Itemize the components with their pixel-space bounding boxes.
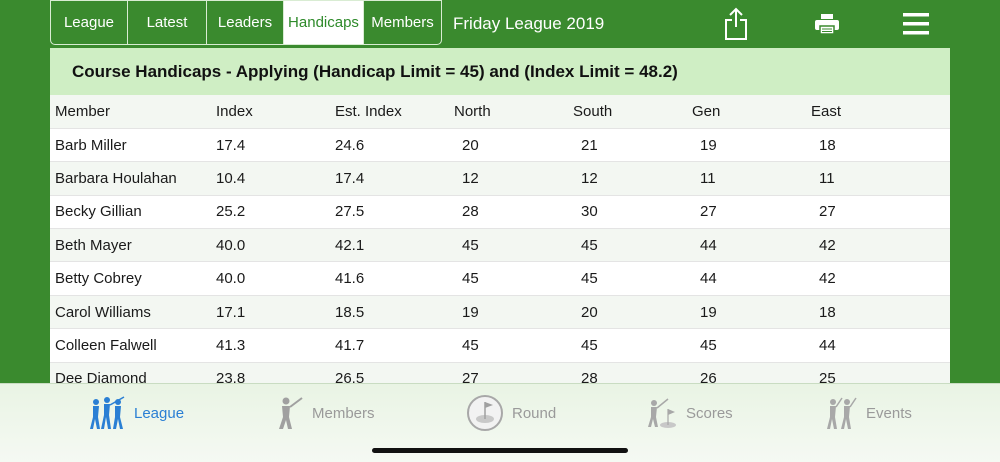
nav-label: Members [312,404,375,422]
member-name-cell: Becky Gillian [50,195,216,230]
value-cell: 17.1 [216,295,335,330]
table-row[interactable]: Barbara Houlahan 10.4 17.4 12 12 11 11 [50,161,950,196]
nav-scores[interactable]: Scores [644,394,733,432]
member-name-cell: Barbara Houlahan [50,161,216,196]
nav-label: Events [866,404,912,422]
value-cell: 45 [454,261,573,296]
scores-icon [648,398,676,428]
tab-latest[interactable]: Latest [128,1,207,44]
value-cell: 27.5 [335,195,454,230]
value-cell: 30 [573,195,692,230]
tab-members[interactable]: Members [371,14,434,31]
member-name-cell: Beth Mayer [50,228,216,263]
column-header[interactable]: South [573,95,692,129]
print-icon[interactable] [812,6,842,42]
value-cell: 11 [811,161,950,196]
value-cell: 25.2 [216,195,335,230]
value-cell: 41.3 [216,328,335,363]
value-cell: 17.4 [216,128,335,163]
tab-handicaps[interactable]: Handicaps [284,1,364,44]
tab-bar: League Latest Leaders Handicaps Members [50,0,442,45]
column-header[interactable]: Member [50,95,216,129]
value-cell: 19 [692,295,811,330]
value-cell: 28 [454,195,573,230]
value-cell: 19 [454,295,573,330]
handicaps-panel: Course Handicaps - Applying (Handicap Li… [50,48,950,388]
table-row[interactable]: Barb Miller 17.4 24.6 20 21 19 18 [50,128,950,163]
value-cell: 12 [454,161,573,196]
value-cell: 27 [692,195,811,230]
table-row[interactable]: Carol Williams 17.1 18.5 19 20 19 18 [50,295,950,330]
value-cell: 44 [692,228,811,263]
member-name-cell: Carol Williams [50,295,216,330]
share-icon[interactable] [722,6,750,42]
value-cell: 40.0 [216,261,335,296]
member-name-cell: Betty Cobrey [50,261,216,296]
golfer-icon [279,397,303,429]
panel-title: Course Handicaps - Applying (Handicap Li… [50,48,950,95]
table-row[interactable]: Betty Cobrey 40.0 41.6 45 45 44 42 [50,261,950,296]
value-cell: 45 [454,328,573,363]
tab-leaders[interactable]: Leaders [207,1,284,44]
value-cell: 10.4 [216,161,335,196]
table-row[interactable]: Colleen Falwell 41.3 41.7 45 45 45 44 [50,328,950,363]
nav-events[interactable]: Events [824,394,912,432]
value-cell: 45 [573,261,692,296]
value-cell: 45 [692,328,811,363]
value-cell: 27 [811,195,950,230]
league-title: Friday League 2019 [453,14,605,33]
value-cell: 42.1 [335,228,454,263]
value-cell: 20 [573,295,692,330]
golfers-icon [90,396,125,429]
value-cell: 20 [454,128,573,163]
menu-icon[interactable] [902,6,930,42]
nav-round[interactable]: Round [466,394,556,432]
value-cell: 42 [811,261,950,296]
value-cell: 11 [692,161,811,196]
golf-hole-icon [467,395,503,431]
value-cell: 44 [811,328,950,363]
member-name-cell: Colleen Falwell [50,328,216,363]
column-header[interactable]: Index [216,95,335,129]
column-header[interactable]: East [811,95,950,129]
value-cell: 19 [692,128,811,163]
value-cell: 45 [573,328,692,363]
value-cell: 17.4 [335,161,454,196]
nav-league[interactable]: League [88,394,184,432]
value-cell: 40.0 [216,228,335,263]
table-row[interactable]: Beth Mayer 40.0 42.1 45 45 44 42 [50,228,950,263]
value-cell: 42 [811,228,950,263]
tab-league[interactable]: League [51,1,128,44]
nav-label: Round [512,404,557,422]
member-name-cell: Barb Miller [50,128,216,163]
column-header[interactable]: North [454,95,573,129]
handicaps-table: Member Index Est. Index North South Gen … [50,95,950,388]
value-cell: 21 [573,128,692,163]
column-header[interactable]: Est. Index [335,95,454,129]
table-row[interactable]: Becky Gillian 25.2 27.5 28 30 27 27 [50,195,950,230]
value-cell: 24.6 [335,128,454,163]
value-cell: 45 [454,228,573,263]
top-bar: League Latest Leaders Handicaps Members … [0,0,1000,48]
value-cell: 44 [692,261,811,296]
value-cell: 41.7 [335,328,454,363]
nav-label: League [134,404,185,422]
value-cell: 18 [811,295,950,330]
home-indicator [372,448,628,453]
nav-label: Scores [686,404,733,422]
value-cell: 18.5 [335,295,454,330]
table-header-row: Member Index Est. Index North South Gen … [50,95,950,129]
value-cell: 45 [573,228,692,263]
value-cell: 12 [573,161,692,196]
events-icon [827,397,857,429]
value-cell: 18 [811,128,950,163]
nav-members[interactable]: Members [274,394,375,432]
value-cell: 41.6 [335,261,454,296]
column-header[interactable]: Gen [692,95,811,129]
